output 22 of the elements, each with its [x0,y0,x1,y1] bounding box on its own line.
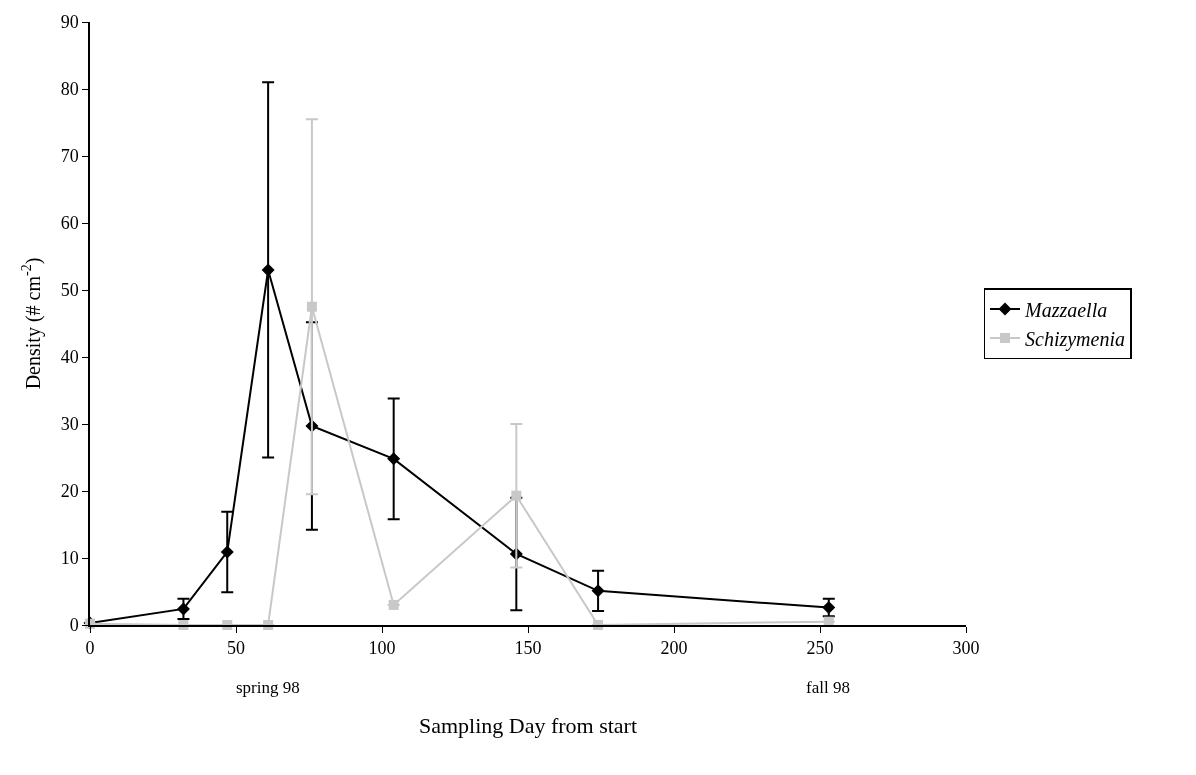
y-tick-label: 70 [60,146,79,167]
y-tick-label: 0 [69,615,79,636]
x-tick-label: 150 [514,638,542,659]
text: fall 98 [806,678,850,697]
x-tick-label: 200 [660,638,688,659]
text: spring 98 [236,678,300,697]
y-tick-label: 60 [60,213,79,234]
x-tick-label: 0 [85,638,95,659]
x-tick-label: 300 [952,638,980,659]
y-tick-label: 40 [60,347,79,368]
y-tick-label: 80 [60,79,79,100]
x-tick-label: 100 [368,638,396,659]
x-tick-label: 50 [227,638,245,659]
legend-label: Mazzaella [1024,298,1108,321]
y-tick-label: 50 [60,280,79,301]
y-tick-label: 30 [60,414,79,435]
y-tick-label: 90 [60,12,79,33]
x-axis-title: Sampling Day from start [418,712,638,738]
y-tick-label: 10 [60,548,79,569]
x-tick-label: 250 [806,638,834,659]
legend-label: Schizymenia [1025,327,1125,351]
y-tick-label: 20 [60,481,79,502]
